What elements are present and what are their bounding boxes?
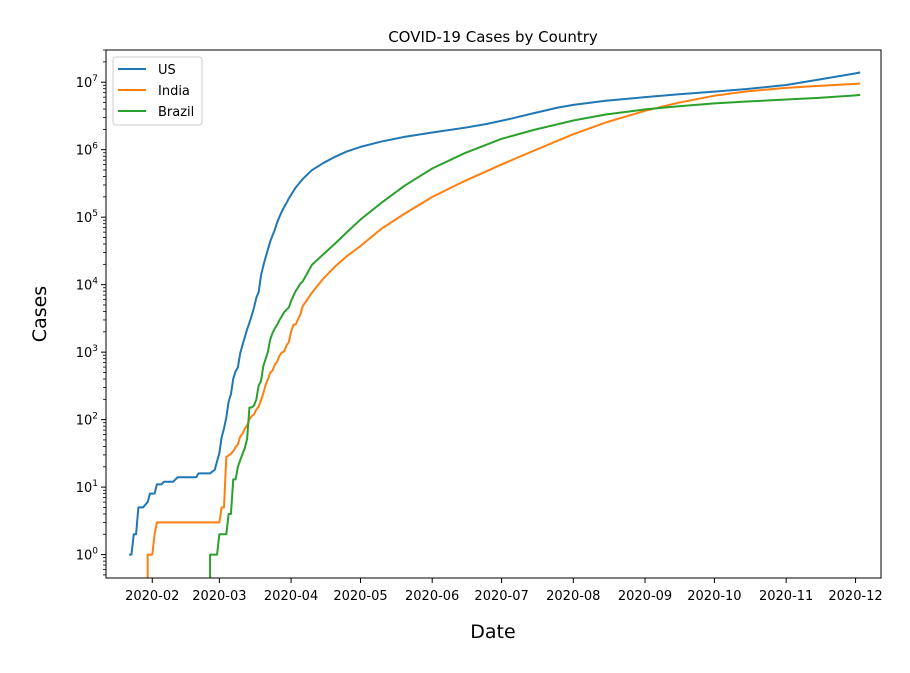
y-tick-label: 101 xyxy=(76,479,98,496)
series-line-brazil xyxy=(209,93,861,578)
x-axis: 2020-02 2020-03 2020-04 2020-05 2020-06 2020-… xyxy=(125,578,883,604)
x-tick-label: 2020-09 xyxy=(618,589,672,604)
series-line-us xyxy=(129,71,861,556)
y-tick-label: 107 xyxy=(76,74,98,91)
plot-area xyxy=(105,49,882,579)
x-tick-label: 2020-02 xyxy=(125,589,179,604)
chart-title: COVID-19 Cases by Country xyxy=(388,28,598,46)
x-tick-label: 2020-04 xyxy=(264,589,318,604)
y-tick-label: 104 xyxy=(76,277,99,294)
legend: US India Brazil xyxy=(112,56,203,126)
y-tick-label: 105 xyxy=(76,209,98,226)
x-tick-label: 2020-08 xyxy=(546,589,600,604)
y-tick-label: 106 xyxy=(76,142,99,159)
series-line-india xyxy=(146,82,861,578)
x-tick-label: 2020-03 xyxy=(192,589,246,604)
legend-label-india: India xyxy=(158,84,190,99)
x-tick-label: 2020-05 xyxy=(333,589,387,604)
x-axis-label: Date xyxy=(470,621,515,643)
x-tick-label: 2020-06 xyxy=(405,589,459,604)
x-tick-label: 2020-11 xyxy=(759,589,813,604)
legend-frame xyxy=(112,56,203,126)
legend-label-brazil: Brazil xyxy=(158,105,194,120)
y-axis-label: Cases xyxy=(29,286,51,342)
y-tick-label: 100 xyxy=(76,547,99,564)
y-axis: 100 101 102 103 104 105 106 107 xyxy=(76,49,106,576)
series-layer xyxy=(129,71,861,578)
y-tick-label: 102 xyxy=(76,412,98,429)
x-tick-label: 2020-07 xyxy=(474,589,528,604)
y-tick-label: 103 xyxy=(76,344,98,361)
x-tick-label: 2020-10 xyxy=(687,589,741,604)
x-tick-label: 2020-12 xyxy=(828,589,882,604)
legend-label-us: US xyxy=(158,63,176,78)
